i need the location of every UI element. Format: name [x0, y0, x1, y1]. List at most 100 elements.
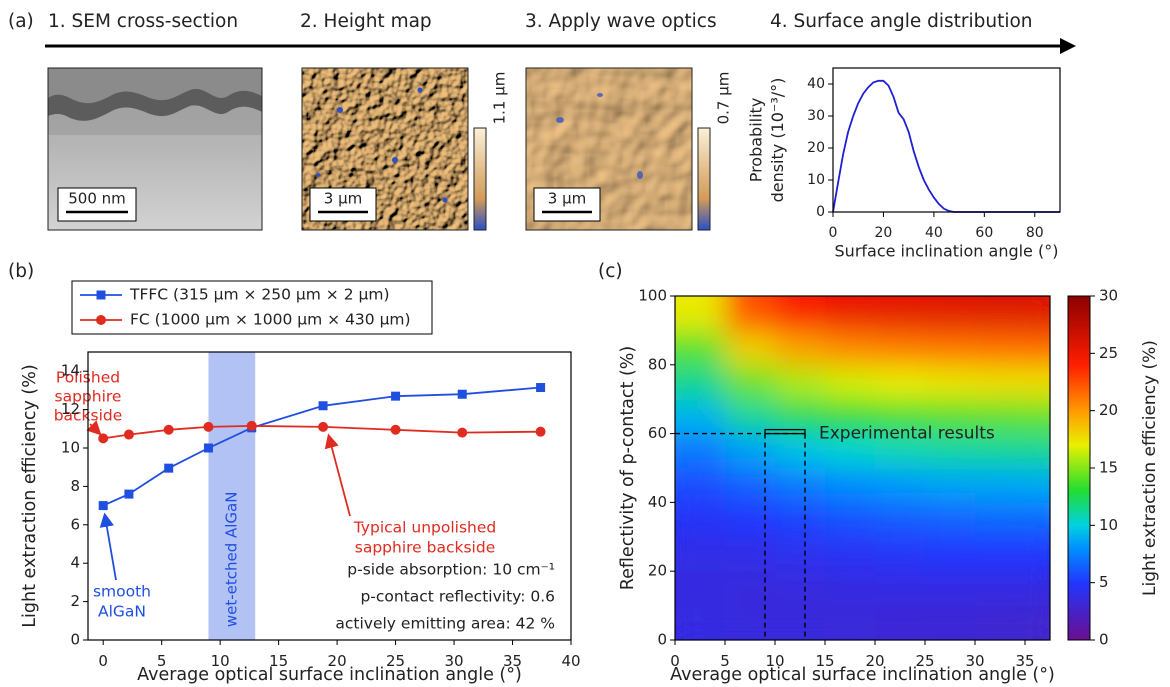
heatmap-cell [875, 605, 926, 640]
sem-image [47, 67, 263, 231]
heatmap-cell [875, 468, 926, 503]
heatmap-cell [875, 536, 926, 572]
heatmap-cell [925, 571, 976, 607]
heatmap-cell [725, 330, 776, 366]
heatmap-cell [725, 433, 776, 469]
y-tick-label: 6 [70, 515, 80, 533]
y-axis-label: Light extraction efficiency (%) [20, 364, 40, 627]
annotation-arrow [86, 420, 102, 436]
heatmap-cell [825, 433, 876, 469]
y-tick-label: 20 [807, 140, 825, 156]
panel-label: (c) [598, 261, 623, 282]
x-tick-label: 25 [915, 652, 934, 670]
y-tick-label: 0 [70, 631, 80, 649]
heatmap-cell [1025, 330, 1050, 366]
heatmap-cell [975, 605, 1026, 640]
heatmap-cell [925, 502, 976, 538]
x-tick-label: 5 [720, 652, 730, 670]
x-tick-label: 25 [386, 652, 405, 670]
heatmap-cell [775, 571, 826, 607]
heatmap-cell [675, 605, 726, 640]
wave-optics-map [525, 67, 711, 231]
x-tick-label: 15 [269, 652, 288, 670]
note: actively emitting area: 42 % [335, 615, 555, 633]
heatmap-cell [975, 330, 1026, 366]
y-tick-label: 0 [657, 631, 667, 649]
y-tick-label: 60 [648, 424, 667, 442]
heatmap-cell [1025, 605, 1050, 640]
heatmap-cell [775, 433, 826, 469]
data-point [535, 426, 546, 437]
heatmap-cell [975, 433, 1026, 469]
heatmap-cell [825, 605, 876, 640]
legend-marker [96, 315, 106, 325]
x-tick-label: 30 [445, 652, 464, 670]
heatmap-cell [675, 364, 726, 400]
heatmap-cell [775, 330, 826, 366]
heatmap-cell [925, 468, 976, 503]
step-label: 4. Surface angle distribution [770, 11, 1033, 32]
step-label: 1. SEM cross-section [48, 11, 238, 32]
colorbar-tick-label: 0 [1099, 631, 1109, 649]
data-point [98, 501, 108, 511]
x-tick-label: 0 [829, 225, 838, 241]
heatmap-cell [825, 571, 876, 607]
plot-frame [832, 67, 1061, 213]
data-point [318, 401, 328, 411]
heatmap-cell [775, 536, 826, 572]
x-tick-label: 60 [975, 225, 993, 241]
heatmap-cell [675, 399, 726, 435]
heatmap-cell [725, 296, 776, 331]
heatmap-cell [1025, 399, 1050, 435]
legend-label: TFFC (315 µm × 250 µm × 2 µm) [129, 286, 390, 304]
legend-box [71, 280, 433, 335]
heatmap [675, 296, 1050, 640]
data-point [163, 424, 174, 435]
data-point [203, 421, 214, 432]
annotation: AlGaN [98, 603, 146, 621]
heatmap-cell [975, 571, 1026, 607]
heatmap-cell [925, 399, 976, 435]
x-tick-label: 40 [925, 225, 943, 241]
scale-bar-label: 500 nm [68, 190, 126, 208]
colorbar [1067, 295, 1091, 641]
y-axis-label: density (10⁻³/°) [768, 78, 787, 203]
x-tick-label: 35 [503, 652, 522, 670]
heatmap-cell [725, 536, 776, 572]
heatmap-cell [875, 330, 926, 366]
x-axis-label: Surface inclination angle (°) [835, 242, 1059, 261]
data-point [391, 391, 401, 401]
heatmap-cell [775, 364, 826, 400]
heatmap-cell [925, 296, 976, 331]
heatmap-cell [775, 605, 826, 640]
heatmap-cell [1025, 364, 1050, 400]
y-tick-label: 40 [648, 493, 667, 511]
heatmap-cell [675, 468, 726, 503]
heatmap-cell [975, 468, 1026, 503]
heatmap-cell [1025, 433, 1050, 469]
panel-label: (b) [8, 261, 34, 282]
heatmap-cell [875, 433, 926, 469]
heatmap-cell [675, 330, 726, 366]
y-tick-label: 20 [648, 562, 667, 580]
annotation: sapphire backside [355, 539, 495, 557]
heatmap-cell [725, 571, 776, 607]
x-tick-label: 0 [670, 652, 680, 670]
heatmap-cell [825, 296, 876, 331]
heatmap-cell [825, 502, 876, 538]
heatmap-cell [975, 364, 1026, 400]
x-tick-label: 15 [815, 652, 834, 670]
heatmap-cell [675, 536, 726, 572]
heatmap-cell [925, 364, 976, 400]
heatmap-cell [825, 364, 876, 400]
colorbar-tick-label: 15 [1099, 459, 1118, 477]
heatmap-cell [675, 296, 726, 331]
data-point [123, 429, 134, 440]
x-tick-label: 20 [875, 225, 893, 241]
colorbar-tick-label: 25 [1099, 344, 1118, 362]
colorbar-label: Light extraction efficiency (%) [1140, 340, 1160, 596]
heatmap-cell [975, 502, 1026, 538]
y-tick-label: 0 [816, 204, 825, 220]
heatmap-cell [775, 468, 826, 503]
